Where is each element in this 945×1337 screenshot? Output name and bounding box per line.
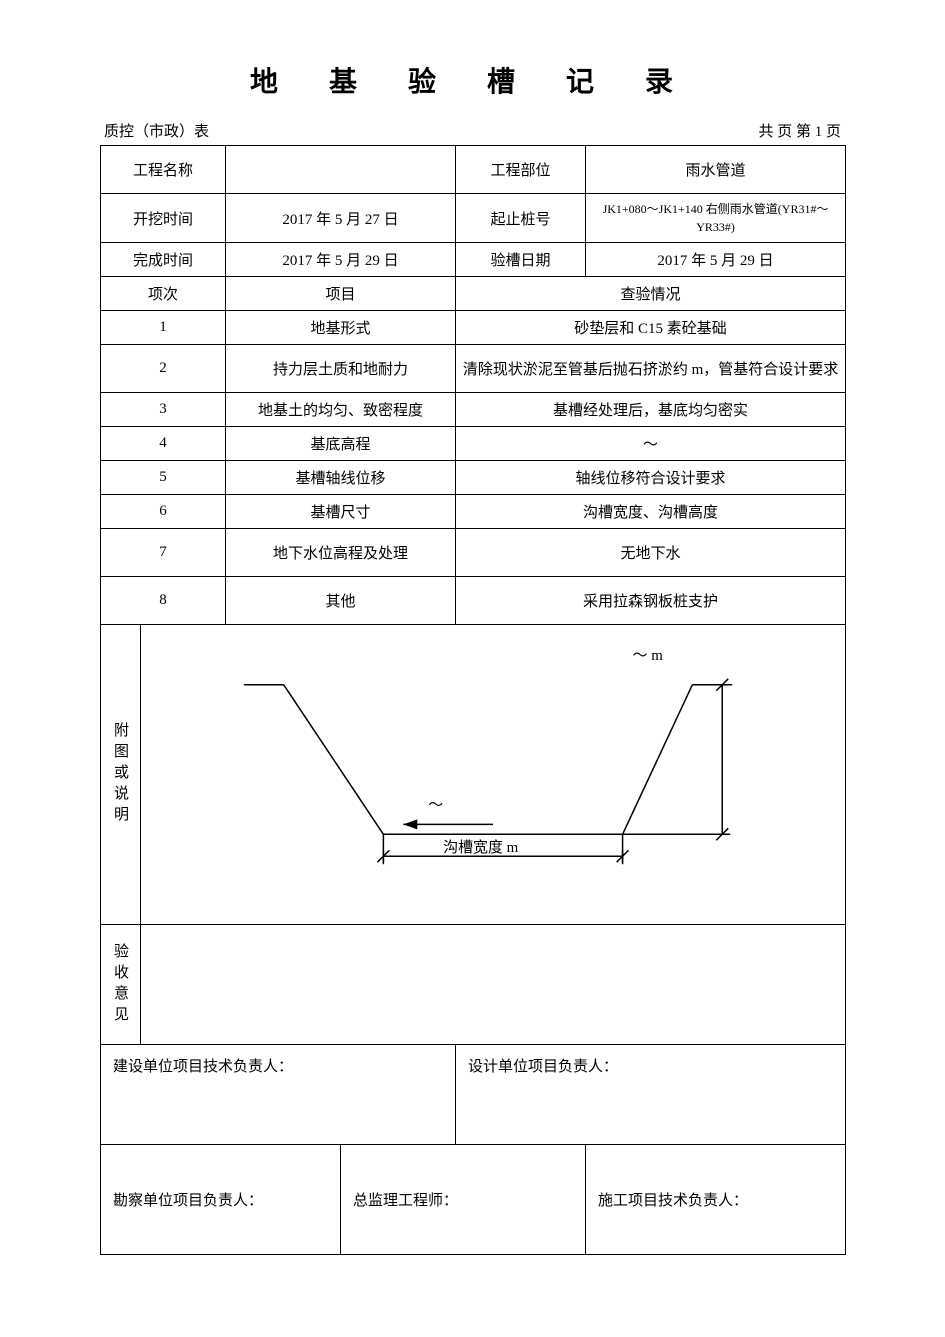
sig-design: 设计单位项目负责人： (456, 1045, 846, 1145)
trench-diagram: ～ m ～ 沟槽宽度 m (141, 625, 845, 924)
table-row: 6 基槽尺寸 沟槽宽度、沟槽高度 (101, 495, 846, 529)
item-status: 砂垫层和 C15 素砼基础 (456, 311, 846, 345)
item-no: 2 (101, 345, 226, 393)
item-status: ～ (456, 427, 846, 461)
page-title: 地 基 验 槽 记 录 (100, 60, 845, 100)
item-no: 8 (101, 577, 226, 625)
item-name: 地基形式 (226, 311, 456, 345)
acceptance-row: 验收意见 (101, 925, 846, 1045)
table-row: 开挖时间 2017 年 5 月 27 日 起止桩号 JK1+080～JK1+14… (101, 194, 846, 243)
item-status: 轴线位移符合设计要求 (456, 461, 846, 495)
table-row: 4 基底高程 ～ (101, 427, 846, 461)
label-inspect-date: 验槽日期 (456, 243, 586, 277)
acceptance-label: 验收意见 (101, 925, 141, 1045)
item-name: 基槽轴线位移 (226, 461, 456, 495)
table-row: 工程名称 工程部位 雨水管道 (101, 146, 846, 194)
item-no: 5 (101, 461, 226, 495)
sig-construction-owner: 建设单位项目技术负责人： (101, 1045, 456, 1145)
sig-supervisor: 总监理工程师： (341, 1145, 586, 1255)
value-inspect-date: 2017 年 5 月 29 日 (586, 243, 846, 277)
signature-row: 建设单位项目技术负责人： 设计单位项目负责人： (101, 1045, 846, 1145)
svg-text:～: ～ (428, 797, 443, 813)
table-row: 2 持力层土质和地耐力 清除现状淤泥至管基后抛石挤淤约 m，管基符合设计要求 (101, 345, 846, 393)
item-no: 3 (101, 393, 226, 427)
item-status: 沟槽宽度、沟槽高度 (456, 495, 846, 529)
col-item-no: 项次 (101, 277, 226, 311)
acceptance-content (141, 925, 846, 1045)
item-no: 1 (101, 311, 226, 345)
table-row: 1 地基形式 砂垫层和 C15 素砼基础 (101, 311, 846, 345)
label-stake-range: 起止桩号 (456, 194, 586, 243)
table-row: 5 基槽轴线位移 轴线位移符合设计要求 (101, 461, 846, 495)
label-complete-date: 完成时间 (101, 243, 226, 277)
value-project-name (226, 146, 456, 194)
col-status: 查验情况 (456, 277, 846, 311)
sig-survey: 勘察单位项目负责人： (101, 1145, 341, 1255)
value-stake-range: JK1+080～JK1+140 右侧雨水管道(YR31#～YR33#) (586, 194, 846, 243)
table-row: 3 地基土的均匀、致密程度 基槽经处理后，基底均匀密实 (101, 393, 846, 427)
value-project-part: 雨水管道 (586, 146, 846, 194)
value-complete-date: 2017 年 5 月 29 日 (226, 243, 456, 277)
label-project-part: 工程部位 (456, 146, 586, 194)
diagram-row: 附图或说明 ～ m ～ 沟槽宽度 m (101, 625, 846, 925)
item-status: 清除现状淤泥至管基后抛石挤淤约 m，管基符合设计要求 (456, 345, 846, 393)
diagram-label: 附图或说明 (101, 625, 141, 925)
item-name: 基底高程 (226, 427, 456, 461)
table-row: 8 其他 采用拉森钢板桩支护 (101, 577, 846, 625)
sig-contractor: 施工项目技术负责人： (586, 1145, 846, 1255)
item-no: 4 (101, 427, 226, 461)
page-number: 共 页 第 1 页 (758, 120, 841, 141)
table-row: 完成时间 2017 年 5 月 29 日 验槽日期 2017 年 5 月 29 … (101, 243, 846, 277)
label-excavate-date: 开挖时间 (101, 194, 226, 243)
item-status: 无地下水 (456, 529, 846, 577)
value-excavate-date: 2017 年 5 月 27 日 (226, 194, 456, 243)
meta-row: 质控（市政）表 共 页 第 1 页 (100, 120, 845, 141)
item-name: 地下水位高程及处理 (226, 529, 456, 577)
item-status: 采用拉森钢板桩支护 (456, 577, 846, 625)
table-row: 7 地下水位高程及处理 无地下水 (101, 529, 846, 577)
svg-text:沟槽宽度 m: 沟槽宽度 m (443, 839, 518, 856)
item-name: 其他 (226, 577, 456, 625)
item-name: 持力层土质和地耐力 (226, 345, 456, 393)
item-no: 6 (101, 495, 226, 529)
diagram-svg-wrap: ～ m ～ 沟槽宽度 m (141, 625, 845, 924)
item-name: 地基土的均匀、致密程度 (226, 393, 456, 427)
svg-text:～ m: ～ m (633, 648, 664, 664)
item-name: 基槽尺寸 (226, 495, 456, 529)
signature-row: 勘察单位项目负责人： 总监理工程师： 施工项目技术负责人： (101, 1145, 846, 1255)
label-project-name: 工程名称 (101, 146, 226, 194)
diagram-cell: ～ m ～ 沟槽宽度 m (141, 625, 846, 925)
table-header-row: 项次 项目 查验情况 (101, 277, 846, 311)
item-no: 7 (101, 529, 226, 577)
col-item: 项目 (226, 277, 456, 311)
record-table: 工程名称 工程部位 雨水管道 开挖时间 2017 年 5 月 27 日 起止桩号… (100, 145, 846, 1255)
item-status: 基槽经处理后，基底均匀密实 (456, 393, 846, 427)
form-label: 质控（市政）表 (104, 120, 209, 141)
